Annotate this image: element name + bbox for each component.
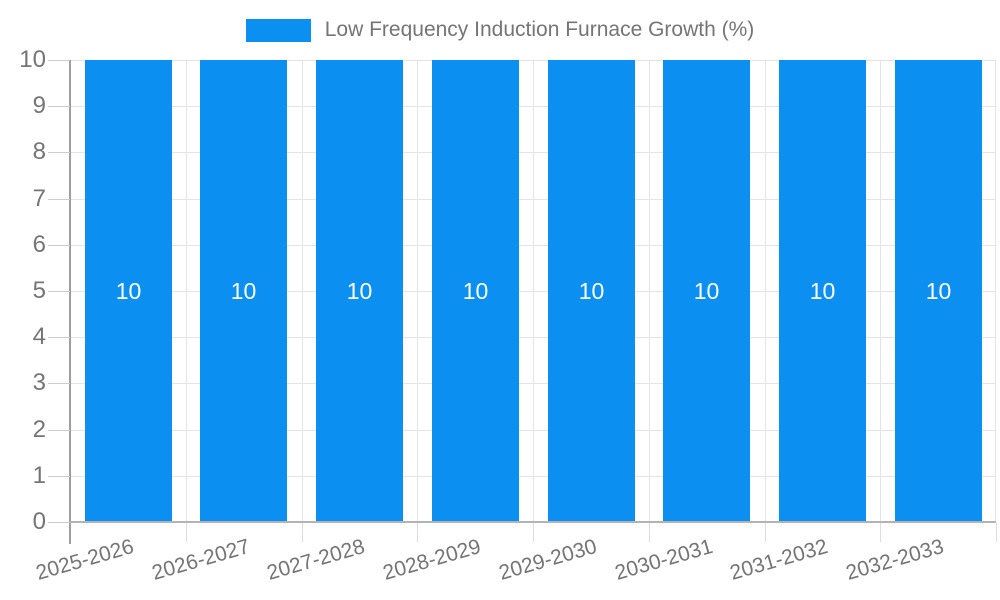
x-tick (186, 523, 187, 542)
bar-value-label: 10 (115, 277, 142, 304)
y-tick-10 (48, 60, 70, 61)
bar-value-label: 10 (578, 277, 605, 304)
gridline-v-8 (995, 60, 996, 522)
gridline-v-7 (880, 60, 881, 522)
gridline-v-4 (533, 60, 534, 522)
x-tick (996, 523, 997, 542)
legend: Low Frequency Induction Furnace Growth (… (0, 18, 1000, 42)
y-axis-label: 2 (32, 416, 46, 443)
bar-value-label: 10 (462, 277, 489, 304)
x-axis-line (70, 521, 996, 523)
bar-value-label: 10 (809, 277, 836, 304)
bar-value-label: 10 (693, 277, 720, 304)
bar-value-label: 10 (346, 277, 373, 304)
gridline-v-6 (765, 60, 766, 522)
bar-2026-2027[interactable]: 10 (200, 60, 287, 522)
bar-value-label: 10 (925, 277, 952, 304)
y-axis-label: 1 (32, 462, 46, 489)
gridline-v-3 (417, 60, 418, 522)
y-axis-label: 6 (32, 231, 46, 258)
y-tick-4 (48, 337, 70, 338)
x-tick (880, 523, 881, 542)
y-tick-5 (48, 291, 70, 292)
bar-2027-2028[interactable]: 10 (316, 60, 403, 522)
y-tick-9 (48, 106, 70, 107)
y-axis-label: 0 (32, 508, 46, 535)
y-axis-label: 10 (19, 46, 46, 73)
bar-2025-2026[interactable]: 10 (85, 60, 172, 522)
bar-value-label: 10 (230, 277, 257, 304)
legend-label: Low Frequency Induction Furnace Growth (… (324, 18, 755, 41)
y-axis-line (69, 60, 71, 544)
y-tick-2 (48, 430, 70, 431)
bar-2031-2032[interactable]: 10 (779, 60, 866, 522)
y-axis-label: 9 (32, 92, 46, 119)
y-tick-1 (48, 476, 70, 477)
bar-2029-2030[interactable]: 10 (548, 60, 635, 522)
y-axis-label: 5 (32, 277, 46, 304)
bar-2030-2031[interactable]: 10 (663, 60, 750, 522)
legend-swatch-icon (245, 18, 311, 42)
y-axis-label: 4 (32, 323, 46, 350)
gridline-v-1 (186, 60, 187, 522)
x-tick (417, 523, 418, 542)
gridline-v-5 (649, 60, 650, 522)
x-tick (649, 523, 650, 542)
y-tick-3 (48, 383, 70, 384)
y-tick-8 (48, 152, 70, 153)
y-axis-label: 7 (32, 185, 46, 212)
plot-area: 10 10 10 10 10 10 10 10 (70, 60, 996, 522)
gridline-v-2 (302, 60, 303, 522)
y-tick-0 (48, 522, 70, 523)
y-tick-7 (48, 199, 70, 200)
y-axis-label: 3 (32, 369, 46, 396)
y-tick-6 (48, 245, 70, 246)
y-axis-label: 8 (32, 138, 46, 165)
x-tick (533, 523, 534, 542)
x-tick (765, 523, 766, 542)
x-tick (302, 523, 303, 542)
bar-2028-2029[interactable]: 10 (432, 60, 519, 522)
bar-2032-2033[interactable]: 10 (895, 60, 982, 522)
